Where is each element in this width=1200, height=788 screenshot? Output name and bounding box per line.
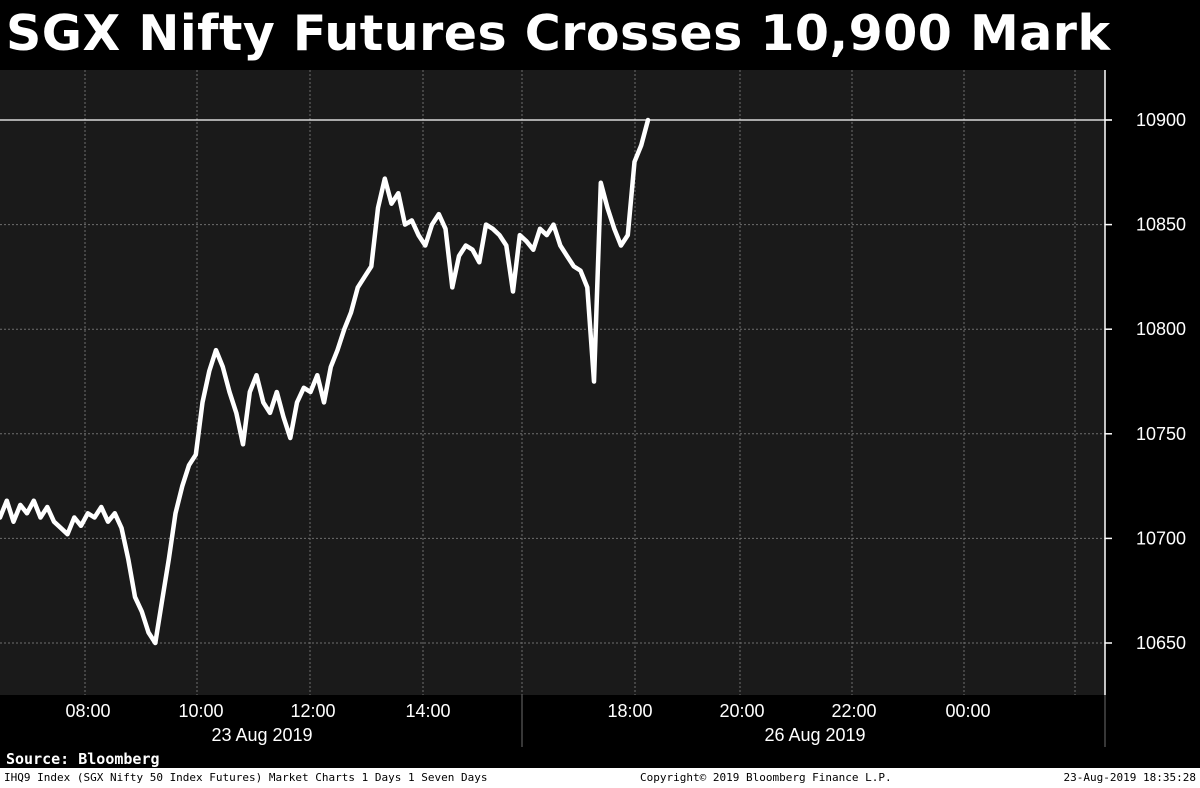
footer-copyright: Copyright© 2019 Bloomberg Finance L.P. <box>640 771 892 784</box>
x-tick-label: 14:00 <box>405 701 450 721</box>
y-tick-label: 10750 <box>1136 424 1186 444</box>
x-tick-label: 08:00 <box>65 701 110 721</box>
y-tick-label: 10800 <box>1136 319 1186 339</box>
x-axis: 08:00 10:00 12:00 14:00 18:00 20:00 22:00 00:00… <box>0 695 1200 747</box>
x-tick-label: 20:00 <box>719 701 764 721</box>
chart-title: SGX Nifty Futures Crosses 10,900 Mark <box>6 5 1111 62</box>
x-tick-label: 00:00 <box>945 701 990 721</box>
y-tick-label: 10700 <box>1136 528 1186 548</box>
plot-area <box>0 70 1128 695</box>
gridlines <box>0 70 1105 695</box>
x-tick-label: 22:00 <box>831 701 876 721</box>
date-label: 26 Aug 2019 <box>764 725 865 745</box>
y-tick-label: 10850 <box>1136 215 1186 235</box>
y-axis: 10650 10700 10750 10800 10850 10900 <box>1104 70 1186 695</box>
y-tick-label: 10900 <box>1136 110 1186 130</box>
y-tick-label: 10650 <box>1136 633 1186 653</box>
axis-area <box>1105 70 1128 695</box>
x-tick-label: 12:00 <box>290 701 335 721</box>
source-label: Source: Bloomberg <box>6 750 160 768</box>
footer-bar: IHQ9 Index (SGX Nifty 50 Index Futures) … <box>0 768 1200 788</box>
footer-ticker-info: IHQ9 Index (SGX Nifty 50 Index Futures) … <box>4 771 488 784</box>
x-tick-label: 18:00 <box>607 701 652 721</box>
x-tick-label: 10:00 <box>178 701 223 721</box>
footer-timestamp: 23-Aug-2019 18:35:28 <box>1063 771 1196 784</box>
chart: 10650 10700 10750 10800 10850 10900 08:00 10:0… <box>0 70 1200 747</box>
date-label: 23 Aug 2019 <box>211 725 312 745</box>
price-line <box>0 117 651 646</box>
